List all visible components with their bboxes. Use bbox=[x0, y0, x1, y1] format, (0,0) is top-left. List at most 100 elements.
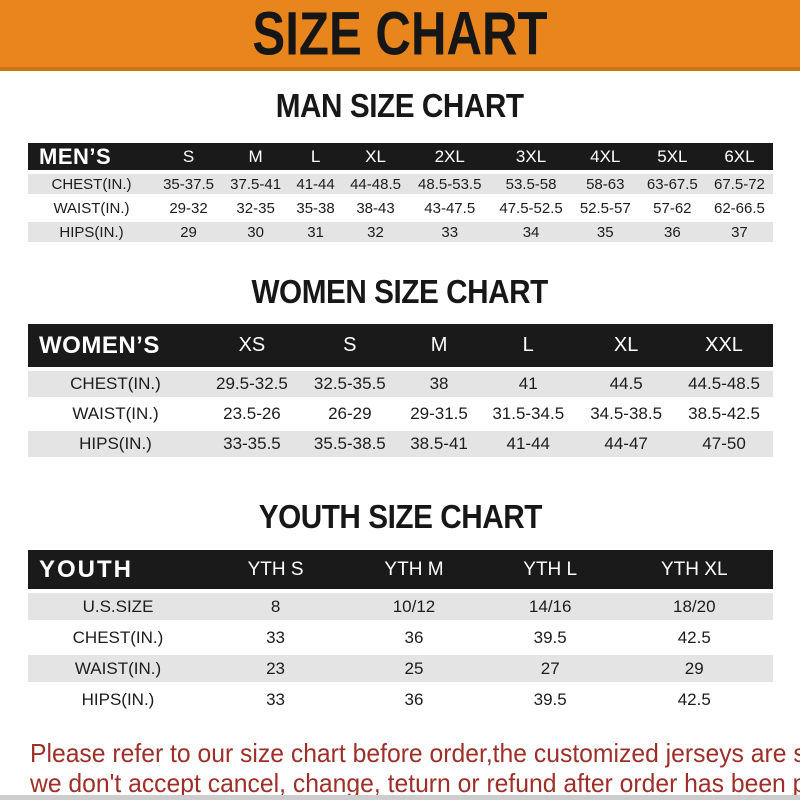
size-cell: 14/16 bbox=[484, 593, 616, 624]
size-cell: 57-62 bbox=[638, 198, 706, 222]
size-cell: 41-44 bbox=[289, 174, 342, 198]
size-cell: 38.5-41 bbox=[398, 431, 480, 461]
size-cell: 41-44 bbox=[479, 431, 578, 461]
disclaimer-line-1: Please refer to our size chart before or… bbox=[30, 738, 800, 768]
size-cell: 53.5-58 bbox=[490, 174, 572, 198]
size-cell: 47.5-52.5 bbox=[490, 198, 572, 222]
size-cell: 32 bbox=[341, 222, 410, 246]
size-cell: 29-32 bbox=[155, 198, 223, 222]
size-cell: 52.5-57 bbox=[571, 198, 639, 222]
size-cell: 38-43 bbox=[341, 198, 410, 222]
size-cell: 39.5 bbox=[484, 686, 616, 717]
column-header: S bbox=[155, 143, 223, 174]
column-header: 3XL bbox=[490, 143, 572, 174]
column-header: L bbox=[289, 143, 342, 174]
size-cell: 10/12 bbox=[343, 593, 485, 624]
size-cell: 36 bbox=[343, 624, 485, 655]
size-cell: 35-38 bbox=[289, 198, 342, 222]
size-cell: 62-66.5 bbox=[705, 198, 773, 222]
youth-section-title: YOUTH SIZE CHART bbox=[258, 498, 542, 535]
size-cell: 37.5-41 bbox=[222, 174, 290, 198]
row-label: WAIST(IN.) bbox=[28, 655, 208, 686]
row-label: HIPS(IN.) bbox=[28, 222, 155, 246]
men-hips-row: HIPS(IN.) 29 30 31 32 33 34 35 36 37 bbox=[28, 222, 773, 246]
column-header: YTH M bbox=[343, 550, 485, 593]
size-cell: 33 bbox=[208, 624, 344, 655]
men-header-row: MEN’S S M L XL 2XL 3XL 4XL 5XL 6XL bbox=[28, 143, 773, 174]
size-cell: 29.5-32.5 bbox=[203, 371, 301, 401]
youth-chest-row: CHEST(IN.) 33 36 39.5 42.5 bbox=[28, 624, 773, 655]
row-label: CHEST(IN.) bbox=[28, 174, 155, 198]
column-header: 5XL bbox=[638, 143, 706, 174]
women-hips-row: HIPS(IN.) 33-35.5 35.5-38.5 38.5-41 41-4… bbox=[28, 431, 773, 461]
youth-hips-row: HIPS(IN.) 33 36 39.5 42.5 bbox=[28, 686, 773, 717]
size-cell: 44.5-48.5 bbox=[675, 371, 773, 401]
size-cell: 23.5-26 bbox=[203, 401, 301, 431]
men-chest-row: CHEST(IN.) 35-37.5 37.5-41 41-44 44-48.5… bbox=[28, 174, 773, 198]
size-cell: 38 bbox=[398, 371, 480, 401]
size-cell: 29 bbox=[155, 222, 223, 246]
size-cell: 31.5-34.5 bbox=[479, 401, 578, 431]
size-cell: 67.5-72 bbox=[705, 174, 773, 198]
youth-section-heading: YOUTH SIZE CHART bbox=[0, 499, 800, 535]
column-header: YTH L bbox=[484, 550, 616, 593]
size-cell: 29 bbox=[615, 655, 773, 686]
women-size-table: WOMEN’S XS S M L XL XXL CHEST(IN.) 29.5-… bbox=[28, 324, 773, 461]
column-header: S bbox=[300, 324, 399, 371]
row-label: CHEST(IN.) bbox=[28, 624, 208, 655]
row-label: WAIST(IN.) bbox=[28, 401, 203, 431]
youth-table-corner-label: YOUTH bbox=[28, 550, 208, 593]
size-cell: 8 bbox=[208, 593, 344, 624]
men-section-heading: MAN SIZE CHART bbox=[0, 88, 800, 124]
size-chart-banner: SIZE CHART bbox=[0, 0, 800, 71]
size-cell: 32.5-35.5 bbox=[300, 371, 399, 401]
column-header: M bbox=[398, 324, 480, 371]
column-header: XL bbox=[341, 143, 410, 174]
size-cell: 42.5 bbox=[615, 686, 773, 717]
row-label: CHEST(IN.) bbox=[28, 371, 203, 401]
size-cell: 18/20 bbox=[615, 593, 773, 624]
row-label: HIPS(IN.) bbox=[28, 686, 208, 717]
column-header: 6XL bbox=[705, 143, 773, 174]
size-cell: 58-63 bbox=[571, 174, 639, 198]
women-table-corner-label: WOMEN’S bbox=[28, 324, 203, 371]
bottom-border-strip bbox=[0, 795, 800, 800]
size-cell: 31 bbox=[289, 222, 342, 246]
women-section-heading: WOMEN SIZE CHART bbox=[0, 274, 800, 310]
youth-ussize-row: U.S.SIZE 8 10/12 14/16 18/20 bbox=[28, 593, 773, 624]
size-cell: 48.5-53.5 bbox=[409, 174, 491, 198]
size-cell: 32-35 bbox=[222, 198, 290, 222]
size-cell: 27 bbox=[484, 655, 616, 686]
men-section-title: MAN SIZE CHART bbox=[276, 87, 524, 124]
size-cell: 30 bbox=[222, 222, 290, 246]
size-cell: 44.5 bbox=[577, 371, 676, 401]
column-header: 2XL bbox=[409, 143, 491, 174]
size-cell: 34.5-38.5 bbox=[577, 401, 676, 431]
size-cell: 41 bbox=[479, 371, 578, 401]
size-cell: 25 bbox=[343, 655, 485, 686]
women-header-row: WOMEN’S XS S M L XL XXL bbox=[28, 324, 773, 371]
size-cell: 23 bbox=[208, 655, 344, 686]
column-header: YTH S bbox=[208, 550, 344, 593]
men-table-corner-label: MEN’S bbox=[28, 143, 155, 174]
size-cell: 37 bbox=[705, 222, 773, 246]
women-waist-row: WAIST(IN.) 23.5-26 26-29 29-31.5 31.5-34… bbox=[28, 401, 773, 431]
disclaimer-line-2: we don't accept cancel, change, teturn o… bbox=[30, 768, 800, 798]
size-cell: 29-31.5 bbox=[398, 401, 480, 431]
size-cell: 44-47 bbox=[577, 431, 676, 461]
men-size-table: MEN’S S M L XL 2XL 3XL 4XL 5XL 6XL CHEST… bbox=[28, 143, 773, 246]
women-chest-row: CHEST(IN.) 29.5-32.5 32.5-35.5 38 41 44.… bbox=[28, 371, 773, 401]
size-chart-title: SIZE CHART bbox=[252, 0, 548, 68]
size-cell: 36 bbox=[638, 222, 706, 246]
column-header: XL bbox=[577, 324, 676, 371]
row-label: WAIST(IN.) bbox=[28, 198, 155, 222]
size-cell: 33 bbox=[409, 222, 491, 246]
size-cell: 26-29 bbox=[300, 401, 399, 431]
size-cell: 47-50 bbox=[675, 431, 773, 461]
size-cell: 38.5-42.5 bbox=[675, 401, 773, 431]
size-cell: 33-35.5 bbox=[203, 431, 301, 461]
column-header: YTH XL bbox=[615, 550, 773, 593]
disclaimer-text: Please refer to our size chart before or… bbox=[30, 738, 800, 798]
column-header: L bbox=[479, 324, 578, 371]
column-header: 4XL bbox=[571, 143, 639, 174]
